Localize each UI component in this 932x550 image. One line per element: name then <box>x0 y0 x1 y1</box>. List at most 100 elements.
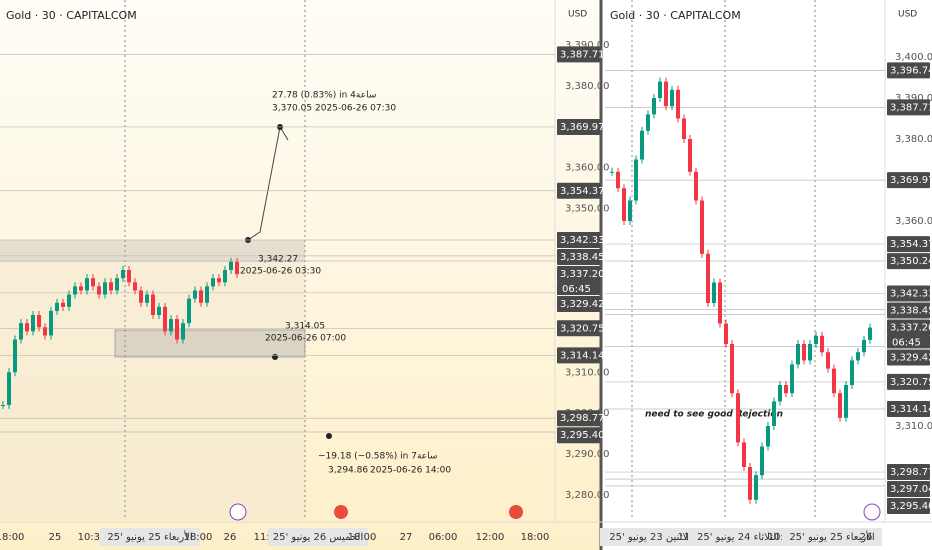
time-label: الاثنين 23 يونيو '25 <box>609 532 691 543</box>
candle <box>676 89 680 119</box>
countdown-box <box>887 335 930 349</box>
time-label: 26 <box>860 532 873 543</box>
candle <box>862 339 866 353</box>
time-label: الأربعاء 25 يونيو '25 <box>789 530 874 543</box>
candle <box>7 372 11 405</box>
candle <box>139 290 143 303</box>
price-tag <box>887 498 930 515</box>
annotation: need to see good Rejection <box>645 410 783 420</box>
event-icon[interactable] <box>863 503 881 521</box>
candle <box>826 352 830 369</box>
event-icon[interactable] <box>509 505 523 519</box>
candle <box>103 282 107 295</box>
price-tag <box>887 373 930 390</box>
point <box>272 354 278 360</box>
candle <box>97 286 101 295</box>
candle <box>658 81 662 98</box>
price-tag-label: 3,337.20 <box>890 322 932 333</box>
price-tag-label: 3,320.75 <box>560 323 605 334</box>
price-tag <box>557 320 600 337</box>
candle <box>664 81 668 107</box>
price-tag-label: 3,295.40 <box>890 501 932 512</box>
candle <box>772 401 776 426</box>
price-tag-label: 3,387.71 <box>890 102 932 113</box>
price-tag-label: 3,337.20 <box>560 269 605 280</box>
y-tick-label: 3,380.00 <box>895 134 932 145</box>
candle <box>766 426 770 447</box>
time-label: الثلاثاء 24 يونيو '25 <box>697 532 779 543</box>
candle <box>640 130 644 160</box>
candle <box>205 286 209 303</box>
candle <box>844 385 848 418</box>
session-lines <box>124 0 816 520</box>
candle <box>61 302 65 307</box>
time-highlight <box>688 528 788 546</box>
candle <box>169 319 173 332</box>
price-tag-label: 3,396.74 <box>890 65 932 76</box>
candle <box>1 404 5 406</box>
price-tag <box>887 285 930 302</box>
y-tick-label: 3,380.00 <box>565 81 610 92</box>
candle <box>73 286 77 295</box>
range-shade <box>0 240 305 520</box>
projection-arrow <box>247 125 289 241</box>
annotation: −19.18 (−0.58%) in 7ساعة <box>318 452 437 462</box>
candle <box>838 393 842 418</box>
time-label: 18:00 <box>184 532 213 543</box>
candle <box>706 253 710 303</box>
y-tick-label: 3,400.00 <box>895 52 932 63</box>
candle <box>19 323 23 340</box>
time-label: الخميس 26 يونيو '25 <box>273 532 364 543</box>
candle <box>790 364 794 394</box>
price-tag <box>887 464 930 481</box>
price-tag-label: 3,320.75 <box>890 377 932 388</box>
price-tag <box>557 296 600 313</box>
price-tag <box>557 427 600 444</box>
y-tick-label: 3,280.00 <box>565 490 610 501</box>
candle <box>181 323 185 340</box>
candle <box>157 306 161 315</box>
candle <box>151 294 155 315</box>
candle <box>646 114 650 131</box>
candle <box>91 278 95 287</box>
candle <box>193 290 197 299</box>
candle <box>742 442 746 467</box>
price-tag <box>557 46 600 63</box>
price-tag <box>557 410 600 427</box>
y-tick-label: 3,310.00 <box>565 367 610 378</box>
annotation: 2025-06-26 14:00 <box>370 466 451 476</box>
zone-box <box>0 240 305 262</box>
countdown: 06:45 <box>562 284 591 295</box>
price-tag <box>557 118 600 135</box>
candle <box>37 314 41 328</box>
candle <box>175 319 179 340</box>
price-tag <box>887 302 930 319</box>
currency: USD <box>898 10 917 20</box>
time-label: 27 <box>400 532 413 543</box>
candle <box>229 261 233 270</box>
event-icon[interactable] <box>334 505 348 519</box>
price-tag <box>557 182 600 199</box>
countdown: 06:45 <box>892 337 921 348</box>
event-icon[interactable] <box>229 503 247 521</box>
candle <box>235 261 239 275</box>
candle <box>724 323 728 344</box>
time-label: 26 <box>224 532 237 543</box>
price-tag <box>887 481 930 498</box>
candle <box>109 282 113 291</box>
price-tag <box>887 253 930 270</box>
candle <box>49 310 53 336</box>
y-tick-label: 3,390.00 <box>895 93 932 104</box>
candle <box>694 171 698 201</box>
candle <box>145 294 149 303</box>
candle <box>778 385 782 402</box>
candle <box>748 467 752 500</box>
candle <box>199 290 203 303</box>
price-tag-label: 3,298.77 <box>560 413 605 424</box>
candle <box>682 118 686 139</box>
price-tag <box>887 236 930 253</box>
price-tag-label: 3,354.37 <box>890 239 932 250</box>
candle <box>700 200 704 254</box>
candle <box>634 159 638 201</box>
